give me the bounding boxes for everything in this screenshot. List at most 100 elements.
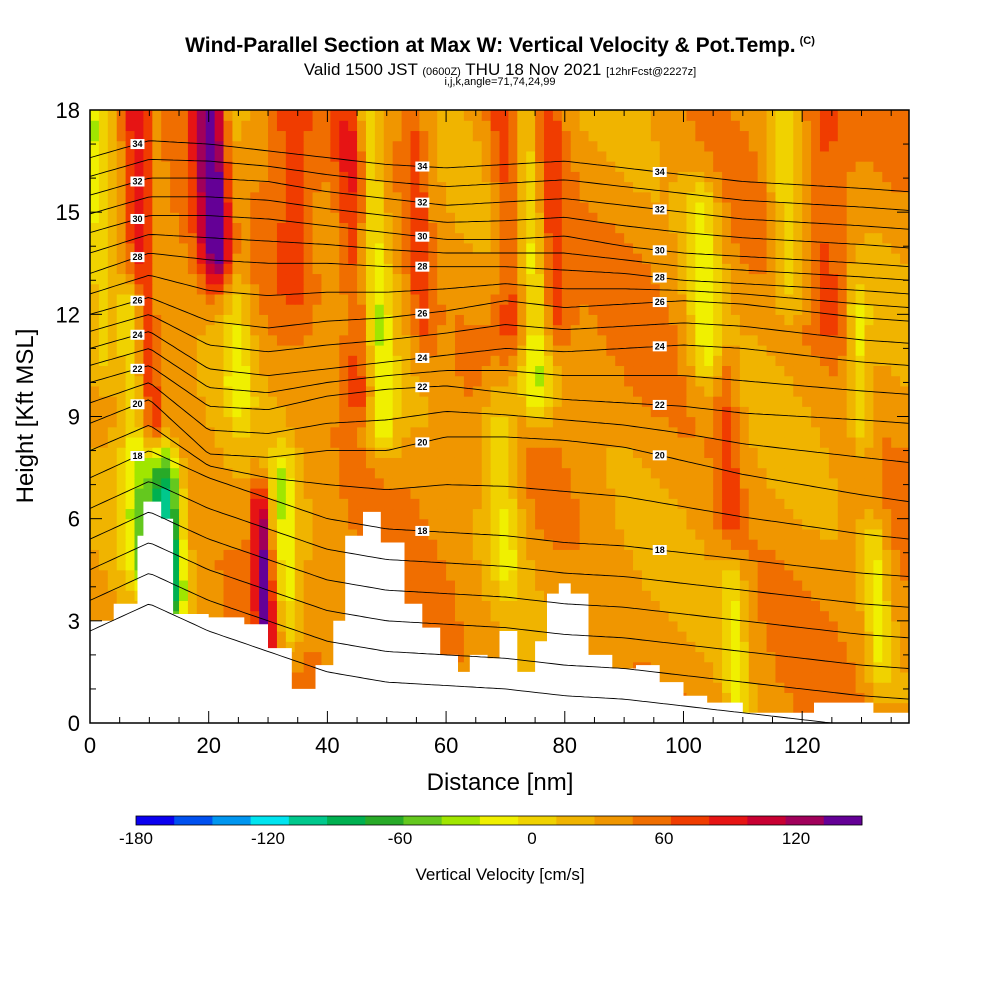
velocity-cell bbox=[517, 539, 527, 550]
velocity-cell bbox=[463, 549, 474, 561]
velocity-cell bbox=[116, 201, 127, 213]
velocity-cell bbox=[374, 457, 385, 469]
velocity-cell bbox=[837, 232, 848, 244]
velocity-cell bbox=[864, 314, 874, 326]
velocity-cell bbox=[802, 692, 812, 704]
velocity-cell bbox=[659, 528, 670, 540]
velocity-cell bbox=[784, 447, 794, 458]
velocity-cell bbox=[570, 222, 581, 234]
velocity-cell bbox=[837, 201, 848, 213]
velocity-cell bbox=[615, 661, 625, 673]
velocity-cell bbox=[686, 559, 696, 571]
velocity-cell bbox=[276, 549, 287, 561]
velocity-cell bbox=[802, 283, 812, 295]
velocity-cell bbox=[775, 375, 785, 387]
velocity-cell bbox=[650, 569, 661, 581]
velocity-cell bbox=[357, 242, 367, 254]
velocity-cell bbox=[624, 293, 634, 305]
velocity-cell bbox=[615, 467, 625, 479]
velocity-cell bbox=[303, 191, 314, 203]
velocity-cell bbox=[499, 396, 509, 407]
velocity-cell bbox=[196, 590, 207, 601]
velocity-cell bbox=[161, 467, 171, 479]
velocity-cell bbox=[864, 457, 874, 469]
velocity-cell bbox=[748, 324, 759, 336]
velocity-cell bbox=[303, 539, 314, 550]
velocity-cell bbox=[819, 518, 830, 530]
velocity-cell bbox=[428, 222, 438, 234]
velocity-cell bbox=[650, 365, 661, 377]
velocity-cell bbox=[864, 375, 874, 387]
velocity-cell bbox=[775, 324, 785, 336]
velocity-cell bbox=[294, 488, 305, 499]
velocity-cell bbox=[98, 498, 109, 510]
velocity-cell bbox=[508, 406, 518, 418]
velocity-cell bbox=[303, 610, 314, 622]
velocity-cell bbox=[419, 253, 429, 264]
velocity-cell bbox=[811, 293, 821, 305]
velocity-cell bbox=[410, 539, 420, 550]
velocity-cell bbox=[588, 181, 599, 193]
velocity-cell bbox=[819, 569, 830, 581]
velocity-cell bbox=[268, 222, 278, 234]
velocity-cell bbox=[900, 314, 909, 326]
velocity-cell bbox=[544, 508, 554, 520]
velocity-cell bbox=[365, 263, 376, 275]
velocity-cell bbox=[900, 396, 909, 407]
velocity-cell bbox=[552, 436, 563, 448]
velocity-cell bbox=[259, 426, 269, 438]
velocity-cell bbox=[454, 631, 465, 642]
velocity-cell bbox=[588, 457, 599, 469]
velocity-cell bbox=[161, 406, 171, 418]
velocity-cell bbox=[107, 293, 118, 305]
velocity-cell bbox=[641, 232, 652, 244]
velocity-cell bbox=[713, 426, 723, 438]
velocity-cell bbox=[588, 590, 599, 601]
velocity-cell bbox=[748, 191, 759, 203]
velocity-cell bbox=[739, 661, 750, 673]
velocity-cell bbox=[517, 324, 527, 336]
velocity-cell bbox=[650, 375, 661, 387]
velocity-cell bbox=[90, 355, 100, 367]
velocity-cell bbox=[650, 436, 661, 448]
velocity-cell bbox=[775, 355, 785, 367]
velocity-cell bbox=[205, 426, 216, 438]
velocity-cell bbox=[606, 212, 616, 223]
velocity-cell bbox=[544, 222, 554, 234]
velocity-cell bbox=[819, 559, 830, 571]
velocity-cell bbox=[819, 539, 830, 550]
velocity-cell bbox=[276, 273, 287, 285]
velocity-cell bbox=[232, 477, 242, 489]
velocity-cell bbox=[713, 314, 723, 326]
velocity-cell bbox=[882, 518, 892, 530]
velocity-cell bbox=[107, 396, 118, 407]
velocity-cell bbox=[517, 283, 527, 295]
velocity-cell bbox=[686, 477, 696, 489]
velocity-cell bbox=[544, 283, 554, 295]
velocity-cell bbox=[828, 671, 839, 683]
velocity-cell bbox=[802, 539, 812, 550]
velocity-cell bbox=[855, 600, 866, 612]
velocity-cell bbox=[793, 293, 803, 305]
velocity-cell bbox=[730, 682, 741, 693]
velocity-cell bbox=[98, 600, 109, 612]
velocity-cell bbox=[250, 273, 260, 285]
velocity-cell bbox=[730, 293, 741, 305]
velocity-cell bbox=[650, 559, 661, 571]
velocity-cell bbox=[303, 426, 314, 438]
velocity-cell bbox=[748, 590, 759, 601]
velocity-cell bbox=[677, 498, 688, 510]
velocity-cell bbox=[107, 406, 118, 418]
velocity-cell bbox=[152, 477, 162, 489]
velocity-cell bbox=[828, 375, 839, 387]
velocity-cell bbox=[659, 222, 670, 234]
velocity-cell bbox=[339, 253, 349, 264]
velocity-cell bbox=[294, 273, 305, 285]
velocity-cell bbox=[668, 579, 679, 591]
velocity-cell bbox=[428, 426, 438, 438]
velocity-cell bbox=[784, 692, 794, 704]
velocity-cell bbox=[526, 416, 536, 428]
velocity-cell bbox=[437, 171, 447, 183]
velocity-cell bbox=[276, 631, 287, 642]
velocity-cell bbox=[392, 191, 403, 203]
